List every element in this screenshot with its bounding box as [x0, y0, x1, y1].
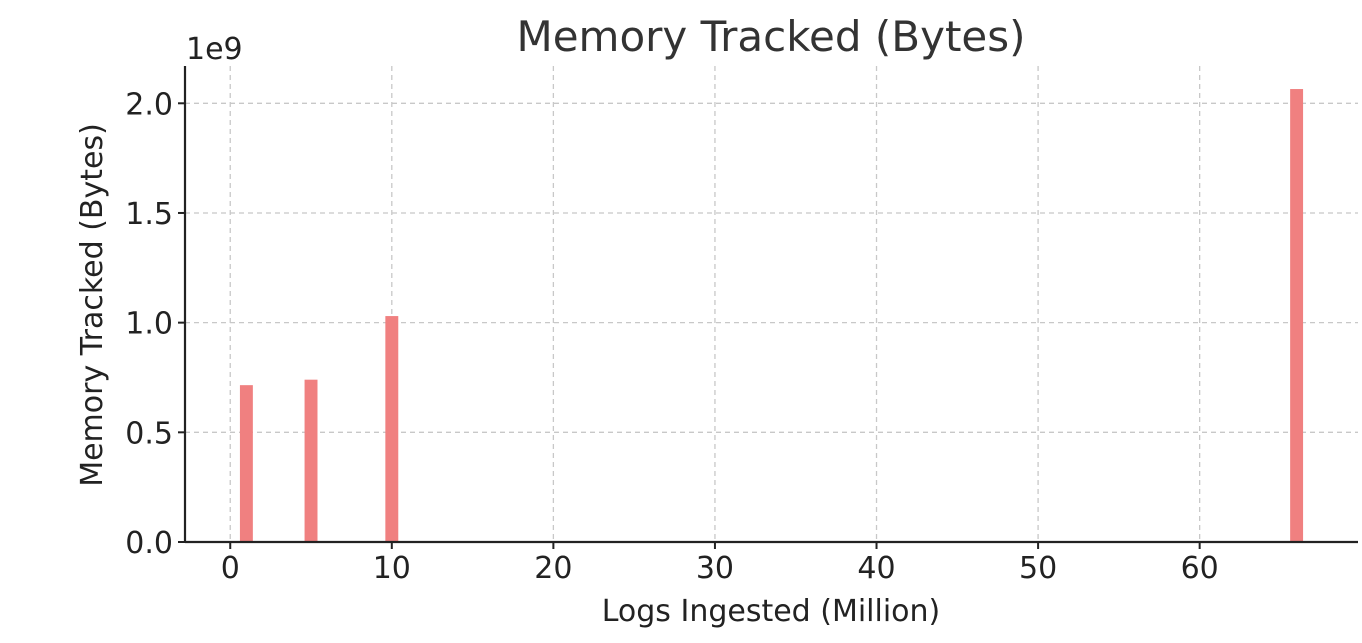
x-tick-label: 10 — [373, 551, 411, 586]
x-tick-label: 40 — [857, 551, 895, 586]
x-ticks: 0 10 20 30 40 50 60 — [221, 542, 1219, 586]
axes — [183, 66, 1358, 544]
x-axis-label: Logs Ingested (Million) — [602, 594, 941, 629]
x-tick-label: 0 — [221, 551, 240, 586]
y-tick-label: 2.0 — [125, 87, 173, 122]
bar — [385, 316, 399, 542]
y-tick-label: 0.5 — [125, 416, 173, 451]
x-tick-label: 50 — [1019, 551, 1057, 586]
x-tick-label: 30 — [696, 551, 734, 586]
y-tick-label: 1.0 — [125, 307, 173, 342]
y-tick-label: 1.5 — [125, 197, 173, 232]
y-axis-label: Memory Tracked (Bytes) — [75, 123, 110, 487]
bar — [239, 385, 253, 542]
grid — [185, 66, 1358, 542]
bar — [304, 379, 318, 542]
y-offset-label: 1e9 — [186, 32, 243, 67]
bar — [1290, 89, 1304, 542]
chart-title: Memory Tracked (Bytes) — [516, 12, 1025, 61]
x-tick-label: 60 — [1181, 551, 1219, 586]
bars — [239, 89, 1304, 542]
x-tick-label: 20 — [534, 551, 572, 586]
y-ticks: 0.0 0.5 1.0 1.5 2.0 — [125, 87, 185, 561]
y-tick-label: 0.0 — [125, 526, 173, 561]
